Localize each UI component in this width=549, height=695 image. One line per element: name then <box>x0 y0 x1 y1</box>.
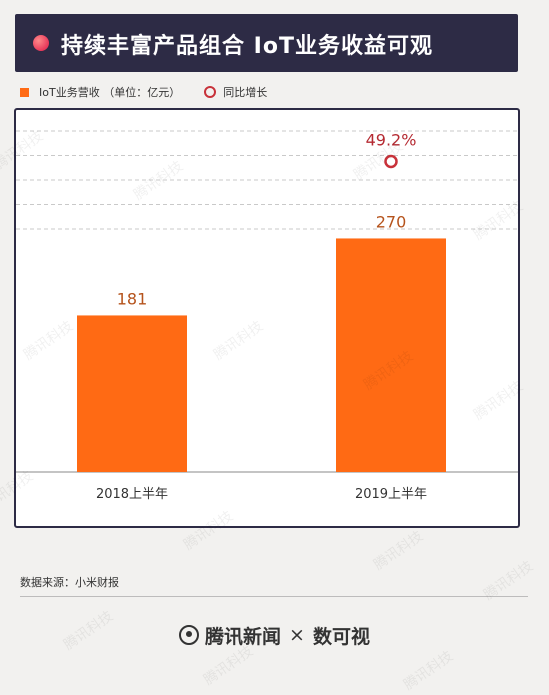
x-tick-label: 2019上半年 <box>355 487 427 502</box>
footer-divider <box>20 596 528 597</box>
data-source: 数据来源：小米财报 <box>20 576 119 589</box>
watermark: 腾讯科技 <box>371 528 427 574</box>
watermark: 腾讯科技 <box>401 648 457 694</box>
title-bar: 持续丰富产品组合 IoT业务收益可观 <box>15 14 518 72</box>
bar <box>77 315 187 472</box>
title-dot-icon <box>33 35 49 51</box>
growth-value-label: 49.2% <box>366 130 417 149</box>
bar-value-label: 181 <box>117 289 148 308</box>
chart-panel: 181 2018上半年 270 2019上半年 49.2% <box>14 108 520 528</box>
footer-brand-tencent-news: 腾讯新闻 <box>205 625 282 648</box>
legend-bar-label: IoT业务营收 （单位：亿元） <box>39 86 181 99</box>
tencent-news-logo-icon <box>179 625 200 645</box>
circle-marker-icon <box>204 86 217 98</box>
bar-swatch-icon <box>20 87 29 97</box>
growth-point <box>384 154 398 169</box>
x-tick-label: 2018上半年 <box>96 487 168 502</box>
bar <box>336 238 446 472</box>
bar-value-label: 270 <box>376 212 407 231</box>
legend-growth-label: 同比增长 <box>223 86 268 99</box>
chart-svg: 181 2018上半年 270 2019上半年 49.2% <box>16 130 518 502</box>
page-title: 持续丰富产品组合 IoT业务收益可观 <box>61 34 433 59</box>
legend: IoT业务营收 （单位：亿元） 同比增长 <box>20 84 267 100</box>
footer-brand-shukeshi: 数可视 <box>312 625 370 648</box>
footer: 腾讯新闻 × 数可视 <box>0 620 549 650</box>
footer-separator: × <box>289 624 305 646</box>
